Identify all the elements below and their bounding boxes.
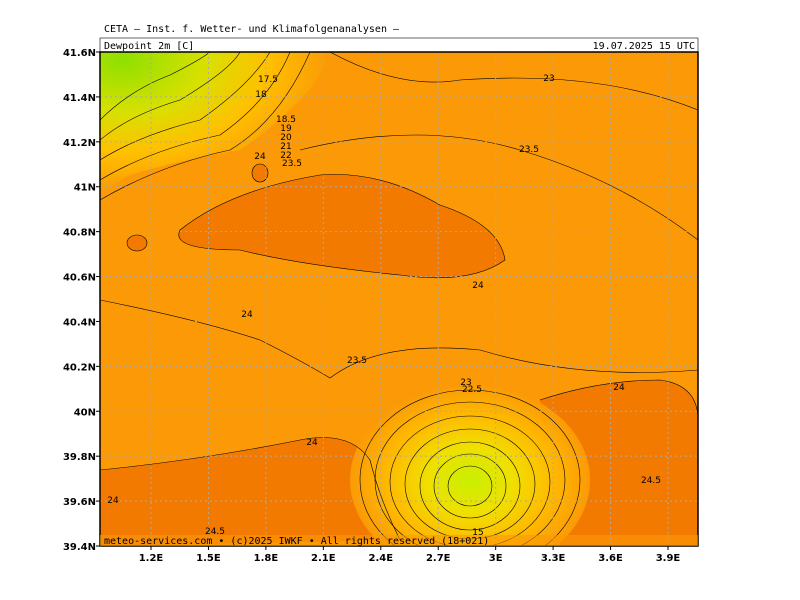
lat-label: 40.8N — [63, 228, 96, 239]
contour-label: 23.5 — [519, 145, 539, 155]
contour-label: 17.5 — [258, 75, 278, 85]
contour-label: 22 — [280, 151, 291, 161]
lat-label: 39.6N — [63, 497, 96, 508]
contour-label: 15 — [472, 528, 483, 538]
lon-label: 3.3E — [541, 553, 566, 564]
lat-label: 41N — [74, 183, 96, 194]
contour-label: 24.5 — [641, 476, 661, 486]
contour-label: 23 — [460, 378, 471, 388]
contour-label: 19 — [280, 124, 292, 134]
map-field — [100, 52, 698, 546]
contour-label: 23 — [543, 74, 554, 84]
contour-label: 18 — [255, 90, 267, 100]
contour-label: 22.5 — [462, 385, 482, 395]
lat-label: 40.2N — [63, 362, 96, 373]
lon-label: 2.7E — [426, 553, 451, 564]
contour-label: 24 — [306, 438, 318, 448]
contour-label: 20 — [280, 133, 292, 143]
contour-label: 23.5 — [347, 356, 367, 366]
contour-label: 24 — [254, 152, 266, 162]
grid — [100, 52, 698, 546]
institute: CETA — Inst. f. Wetter- und Klimafolgena… — [104, 24, 400, 35]
contour-label: 23.5 — [282, 159, 302, 169]
lon-label: 2.4E — [369, 553, 394, 564]
contour-label: 21 — [280, 142, 291, 152]
lat-label: 41.2N — [63, 138, 96, 149]
lat-label: 40.6N — [63, 273, 96, 284]
contour-label: 24 — [241, 310, 253, 320]
lon-label: 3E — [489, 553, 503, 564]
lon-label: 3.9E — [656, 553, 681, 564]
lat-label: 40.4N — [63, 317, 96, 328]
contour-label: 24 — [613, 383, 625, 393]
lon-label: 3.6E — [598, 553, 623, 564]
contour-label: 18.5 — [276, 115, 296, 125]
lon-label: 1.5E — [196, 553, 221, 564]
contour-labels: 17.5 18 18.5 19 20 21 22 24 23.5 23 23.5… — [107, 74, 661, 538]
lat-label: 41.4N — [63, 93, 96, 104]
lon-label: 2.1E — [311, 553, 336, 564]
footer: meteo-services.com • (c)2025 IWKF • All … — [104, 536, 489, 547]
contour-label: 24.5 — [205, 527, 225, 537]
lat-label: 41.6N — [63, 48, 96, 59]
footer-band — [100, 535, 698, 546]
contour-label: 24 — [107, 496, 119, 506]
lat-label: 40N — [74, 407, 96, 418]
contour-label: 24 — [472, 281, 484, 291]
title: Dewpoint 2m [C] — [104, 41, 194, 52]
lat-label: 39.4N — [63, 542, 96, 553]
lon-label: 1.8E — [254, 553, 279, 564]
valid-time: 19.07.2025 15 UTC — [593, 41, 695, 52]
lat-label: 39.8N — [63, 452, 96, 463]
lon-label: 1.2E — [139, 553, 164, 564]
